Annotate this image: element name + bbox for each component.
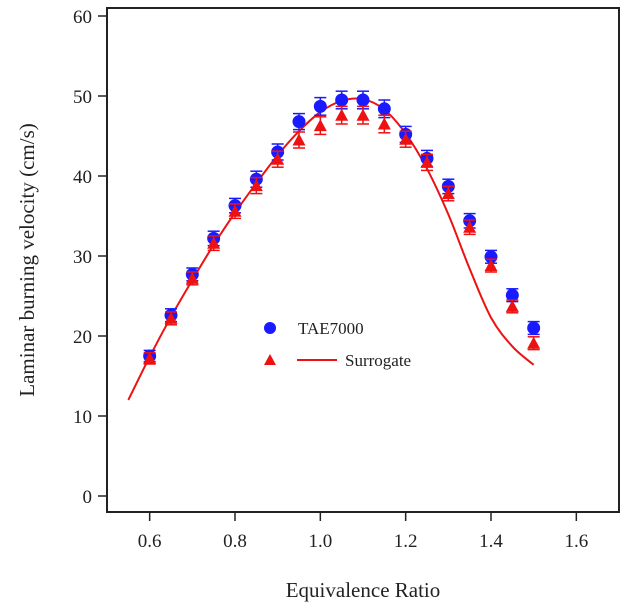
curve-layer [127, 97, 535, 401]
y-tick-label: 10 [73, 407, 92, 428]
data-point-tae7000 [527, 321, 541, 335]
data-point-tae7000 [356, 93, 370, 107]
data-point-tae7000 [377, 102, 391, 116]
x-tick-label: 1.0 [308, 531, 332, 552]
series-line-surrogate [127, 97, 535, 401]
data-point-surrogate [505, 299, 519, 312]
data-point-surrogate [228, 204, 242, 217]
y-axis-ticks: 0 10 20 30 40 50 60 [73, 7, 107, 508]
legend-label-surrogate: Surrogate [345, 351, 411, 370]
data-point-surrogate [377, 117, 391, 130]
data-point-surrogate [484, 259, 498, 272]
data-point-surrogate [335, 108, 349, 121]
data-point-surrogate [441, 187, 455, 200]
data-point-surrogate [185, 271, 199, 284]
x-tick-label: 0.6 [138, 531, 162, 552]
y-tick-label: 20 [73, 327, 92, 348]
y-tick-label: 40 [73, 167, 92, 188]
x-tick-label: 1.2 [394, 531, 418, 552]
data-point-tae7000 [484, 250, 498, 264]
y-tick-label: 30 [73, 247, 92, 268]
data-point-surrogate [356, 108, 370, 121]
data-point-surrogate [420, 155, 434, 168]
data-point-surrogate [249, 179, 263, 192]
data-point-surrogate [527, 336, 541, 349]
x-axis-title: Equivalence Ratio [286, 578, 441, 602]
data-point-surrogate [313, 119, 327, 132]
legend-label-tae7000: TAE7000 [298, 319, 364, 338]
data-point-surrogate [143, 351, 157, 364]
marker-layer [143, 90, 541, 365]
data-point-surrogate [271, 152, 285, 165]
data-point-surrogate [292, 133, 306, 146]
x-tick-label: 1.6 [564, 531, 588, 552]
plot-frame [106, 7, 620, 513]
data-point-tae7000 [292, 115, 306, 129]
data-point-tae7000 [505, 288, 519, 302]
y-tick-label: 0 [83, 487, 93, 508]
x-tick-label: 0.8 [223, 531, 247, 552]
x-axis-ticks: 0.6 0.8 1.0 1.2 1.4 1.6 [138, 512, 588, 552]
legend-marker-tae7000 [264, 322, 276, 334]
y-axis-title: Laminar burning velocity (cm/s) [15, 123, 39, 397]
data-point-tae7000 [335, 93, 349, 107]
data-point-surrogate [164, 311, 178, 324]
data-point-surrogate [463, 220, 477, 233]
data-point-surrogate [207, 236, 221, 249]
x-tick-label: 1.4 [479, 531, 503, 552]
y-tick-label: 50 [73, 87, 92, 108]
y-tick-label: 60 [73, 7, 92, 28]
legend-marker-surrogate [264, 354, 276, 365]
data-point-tae7000 [313, 99, 327, 113]
data-point-surrogate [399, 132, 413, 145]
legend: TAE7000 Surrogate [264, 319, 411, 370]
